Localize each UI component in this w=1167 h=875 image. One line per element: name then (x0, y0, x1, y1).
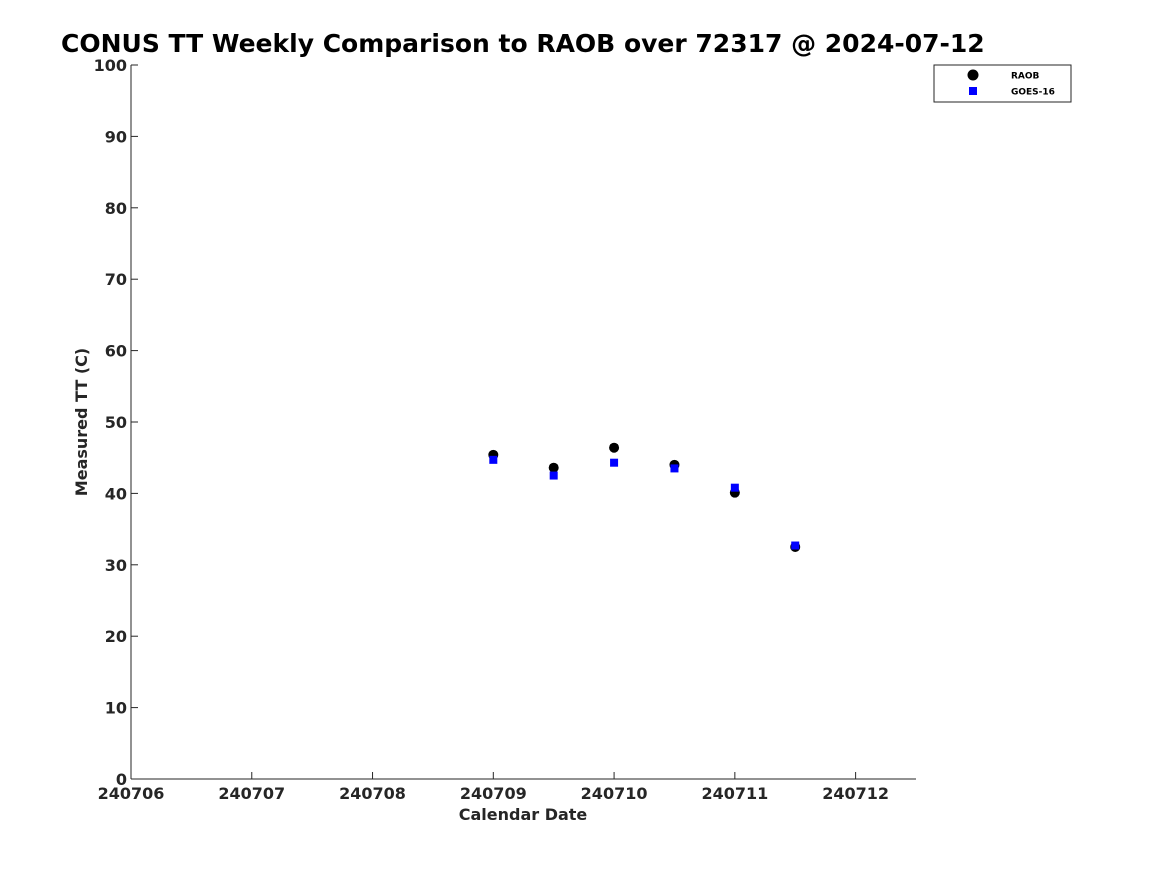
y-axis-label: Measured TT (C) (72, 348, 91, 496)
legend-marker-goes-16 (969, 87, 977, 95)
y-tick-label: 70 (105, 270, 127, 289)
legend-box (933, 64, 1072, 103)
y-tick-label: 90 (105, 127, 127, 146)
raob-point (609, 442, 620, 453)
y-tick-label: 60 (105, 342, 127, 361)
y-tick-label: 80 (105, 199, 127, 218)
x-tick-label: 240708 (339, 784, 406, 803)
x-tick-label: 240706 (98, 784, 165, 803)
goes-16-point (730, 483, 739, 492)
goes-16-point (610, 458, 619, 467)
y-axis-ticks: 0 10 20 30 40 50 60 70 80 90 100 (94, 56, 138, 789)
y-tick-label: 50 (105, 413, 127, 432)
legend-label-raob: RAOB (1011, 72, 1040, 82)
legend-marker-raob (967, 69, 979, 81)
x-tick-label: 240709 (460, 784, 527, 803)
chart-title: CONUS TT Weekly Comparison to RAOB over … (61, 29, 985, 58)
data-points (488, 442, 801, 552)
legend: RAOB GOES-16 (933, 64, 1072, 103)
y-tick-label: 40 (105, 484, 127, 503)
goes-16-point (670, 464, 679, 473)
y-tick-label: 0 (116, 770, 127, 789)
goes-16-point (549, 471, 558, 480)
goes-16-point (791, 541, 800, 550)
legend-label-goes-16: GOES-16 (1011, 88, 1055, 98)
x-axis-label: Calendar Date (459, 805, 588, 824)
raob-point (548, 462, 559, 473)
y-tick-label: 10 (105, 699, 127, 718)
x-tick-label: 240711 (701, 784, 768, 803)
y-tick-label: 100 (94, 56, 127, 75)
goes-16-point (489, 455, 498, 464)
x-tick-label: 240712 (822, 784, 889, 803)
x-axis-ticks: 240706 240707 240708 240709 240710 240711 2407… (98, 772, 889, 803)
y-tick-label: 30 (105, 556, 127, 575)
x-tick-label: 240707 (218, 784, 285, 803)
x-tick-label: 240710 (581, 784, 648, 803)
y-tick-label: 20 (105, 627, 127, 646)
